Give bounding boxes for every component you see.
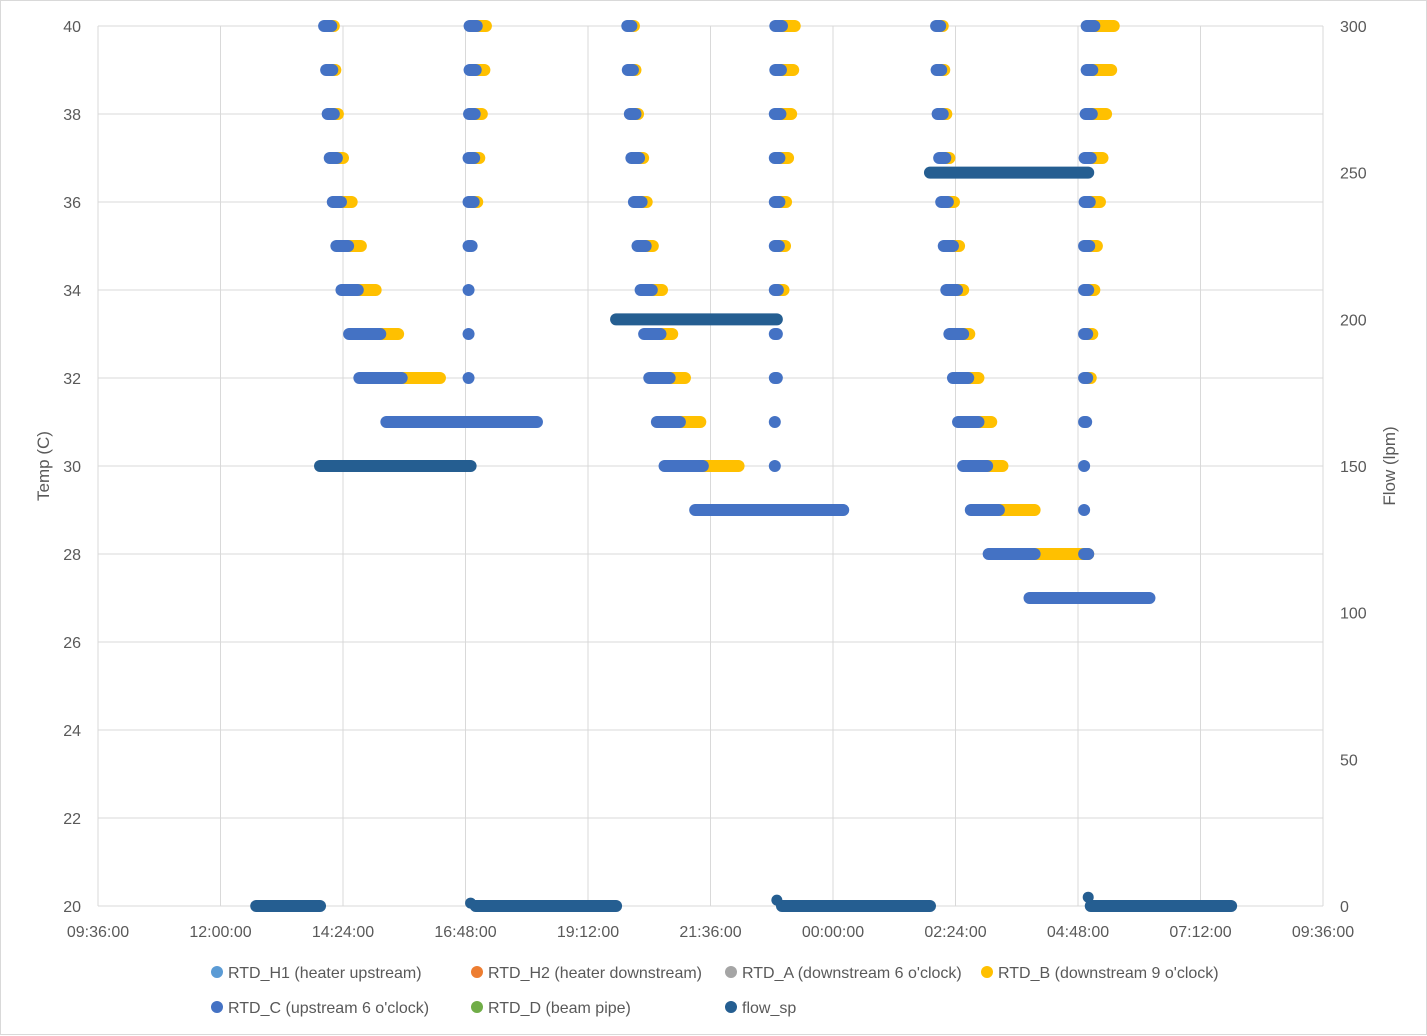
legend-marker	[471, 966, 483, 978]
x-tick-label: 09:36:00	[1292, 924, 1354, 941]
y-tick-label: 38	[63, 107, 81, 124]
y-tick-label: 28	[63, 547, 81, 564]
y-tick-label: 34	[63, 283, 81, 300]
series-point-flow-sp	[465, 897, 477, 909]
x-tick-label: 07:12:00	[1169, 924, 1231, 941]
x-tick-label: 14:24:00	[312, 924, 374, 941]
x-tick-label: 04:48:00	[1047, 924, 1109, 941]
y-tick-label: 30	[63, 459, 81, 476]
y-axis-left: 20 22 24 26 28 30 32 34 36 38 40	[63, 19, 81, 916]
y-tick-label: 36	[63, 195, 81, 212]
y2-tick-label: 250	[1340, 166, 1367, 183]
y2-tick-label: 150	[1340, 459, 1367, 476]
y-axis-title: Temp (C)	[34, 431, 53, 501]
legend-entry-label: flow_sp	[742, 1000, 796, 1017]
legend-entry-label: RTD_H2 (heater downstream)	[488, 965, 702, 982]
y2-tick-label: 300	[1340, 19, 1367, 36]
legend-marker	[725, 966, 737, 978]
legend-marker	[471, 1001, 483, 1013]
x-axis: 09:36:00 12:00:00 14:24:00 16:48:00 19:12:00…	[67, 924, 1354, 941]
legend-marker	[211, 1001, 223, 1013]
y-tick-label: 32	[63, 371, 81, 388]
legend-entry-label: RTD_H1 (heater upstream)	[228, 965, 422, 982]
y-tick-label: 26	[63, 635, 81, 652]
data-marks	[250, 20, 1238, 912]
y-tick-label: 22	[63, 811, 81, 828]
y-axis-right: 0 50 100 150 200 250 300	[1340, 19, 1367, 916]
x-tick-label: 21:36:00	[679, 924, 741, 941]
y2-tick-label: 100	[1340, 606, 1367, 623]
x-tick-label: 16:48:00	[434, 924, 496, 941]
legend-entry-label: RTD_A (downstream 6 o'clock)	[742, 965, 962, 982]
y-tick-label: 24	[63, 723, 81, 740]
x-tick-label: 09:36:00	[67, 924, 129, 941]
legend-marker	[981, 966, 993, 978]
legend-entry-label: RTD_B (downstream 9 o'clock)	[998, 965, 1219, 982]
x-tick-label: 12:00:00	[189, 924, 251, 941]
legend-entry-label: RTD_D (beam pipe)	[488, 1000, 631, 1017]
y-tick-label: 40	[63, 19, 81, 36]
legend-marker	[211, 966, 223, 978]
legend: RTD_H1 (heater upstream) RTD_H2 (heater d…	[211, 965, 1219, 1017]
legend-entry-label: RTD_C (upstream 6 o'clock)	[228, 1000, 429, 1017]
y2-axis-title: Flow (lpm)	[1380, 426, 1399, 505]
x-tick-label: 00:00:00	[802, 924, 864, 941]
y-tick-label: 20	[63, 899, 81, 916]
y2-tick-label: 200	[1340, 312, 1367, 329]
y2-tick-label: 50	[1340, 752, 1358, 769]
series-point-flow-sp	[771, 894, 783, 906]
y2-tick-label: 0	[1340, 899, 1349, 916]
legend-marker	[725, 1001, 737, 1013]
x-tick-label: 19:12:00	[557, 924, 619, 941]
x-tick-label: 02:24:00	[924, 924, 986, 941]
series-point-flow-sp	[1082, 891, 1094, 903]
